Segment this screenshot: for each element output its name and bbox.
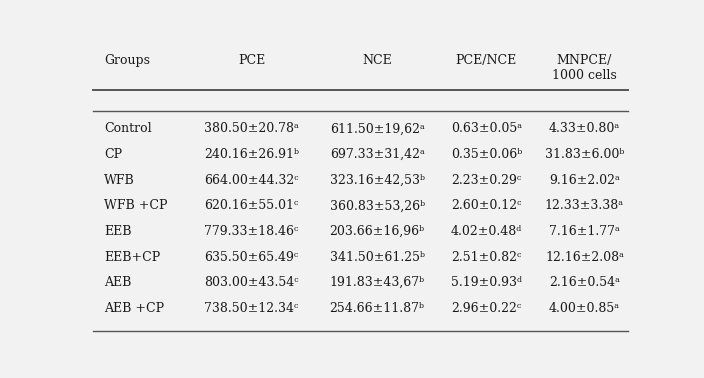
Text: NCE: NCE xyxy=(363,54,392,67)
Text: WFB: WFB xyxy=(104,174,135,187)
Text: 341.50±61.25ᵇ: 341.50±61.25ᵇ xyxy=(329,251,425,263)
Text: 0.63±0.05ᵃ: 0.63±0.05ᵃ xyxy=(451,122,522,135)
Text: 203.66±16,96ᵇ: 203.66±16,96ᵇ xyxy=(329,225,425,238)
Text: 2.16±0.54ᵃ: 2.16±0.54ᵃ xyxy=(549,276,620,289)
Text: 664.00±44.32ᶜ: 664.00±44.32ᶜ xyxy=(204,174,299,187)
Text: 803.00±43.54ᶜ: 803.00±43.54ᶜ xyxy=(204,276,299,289)
Text: 240.16±26.91ᵇ: 240.16±26.91ᵇ xyxy=(204,148,299,161)
Text: PCE/NCE: PCE/NCE xyxy=(455,54,517,67)
Text: 2.51±0.82ᶜ: 2.51±0.82ᶜ xyxy=(451,251,522,263)
Text: 7.16±1.77ᵃ: 7.16±1.77ᵃ xyxy=(549,225,620,238)
Text: Groups: Groups xyxy=(104,54,151,67)
Text: 323.16±42,53ᵇ: 323.16±42,53ᵇ xyxy=(329,174,425,187)
Text: 0.35±0.06ᵇ: 0.35±0.06ᵇ xyxy=(451,148,522,161)
Text: 611.50±19,62ᵃ: 611.50±19,62ᵃ xyxy=(329,122,425,135)
Text: 779.33±18.46ᶜ: 779.33±18.46ᶜ xyxy=(204,225,299,238)
Text: 4.33±0.80ᵃ: 4.33±0.80ᵃ xyxy=(549,122,620,135)
Text: 635.50±65.49ᶜ: 635.50±65.49ᶜ xyxy=(205,251,298,263)
Text: 31.83±6.00ᵇ: 31.83±6.00ᵇ xyxy=(545,148,624,161)
Text: 2.60±0.12ᶜ: 2.60±0.12ᶜ xyxy=(451,199,522,212)
Text: 380.50±20.78ᵃ: 380.50±20.78ᵃ xyxy=(204,122,299,135)
Text: EEB+CP: EEB+CP xyxy=(104,251,161,263)
Text: 191.83±43,67ᵇ: 191.83±43,67ᵇ xyxy=(329,276,425,289)
Text: 4.00±0.85ᵃ: 4.00±0.85ᵃ xyxy=(549,302,620,315)
Text: Control: Control xyxy=(104,122,152,135)
Text: 2.96±0.22ᶜ: 2.96±0.22ᶜ xyxy=(451,302,522,315)
Text: CP: CP xyxy=(104,148,122,161)
Text: MNPCE/
1000 cells: MNPCE/ 1000 cells xyxy=(552,54,617,82)
Text: 254.66±11.87ᵇ: 254.66±11.87ᵇ xyxy=(329,302,425,315)
Text: 12.16±2.08ᵃ: 12.16±2.08ᵃ xyxy=(545,251,624,263)
Text: EEB: EEB xyxy=(104,225,132,238)
Text: 697.33±31,42ᵃ: 697.33±31,42ᵃ xyxy=(329,148,425,161)
Text: PCE: PCE xyxy=(238,54,265,67)
Text: 12.33±3.38ᵃ: 12.33±3.38ᵃ xyxy=(545,199,624,212)
Text: WFB +CP: WFB +CP xyxy=(104,199,168,212)
Text: AEB +CP: AEB +CP xyxy=(104,302,165,315)
Text: 4.02±0.48ᵈ: 4.02±0.48ᵈ xyxy=(451,225,522,238)
Text: 360.83±53,26ᵇ: 360.83±53,26ᵇ xyxy=(329,199,425,212)
Text: 5.19±0.93ᵈ: 5.19±0.93ᵈ xyxy=(451,276,522,289)
Text: 620.16±55.01ᶜ: 620.16±55.01ᶜ xyxy=(204,199,299,212)
Text: 2.23±0.29ᶜ: 2.23±0.29ᶜ xyxy=(451,174,522,187)
Text: 9.16±2.02ᵃ: 9.16±2.02ᵃ xyxy=(549,174,620,187)
Text: 738.50±12.34ᶜ: 738.50±12.34ᶜ xyxy=(204,302,299,315)
Text: AEB: AEB xyxy=(104,276,132,289)
